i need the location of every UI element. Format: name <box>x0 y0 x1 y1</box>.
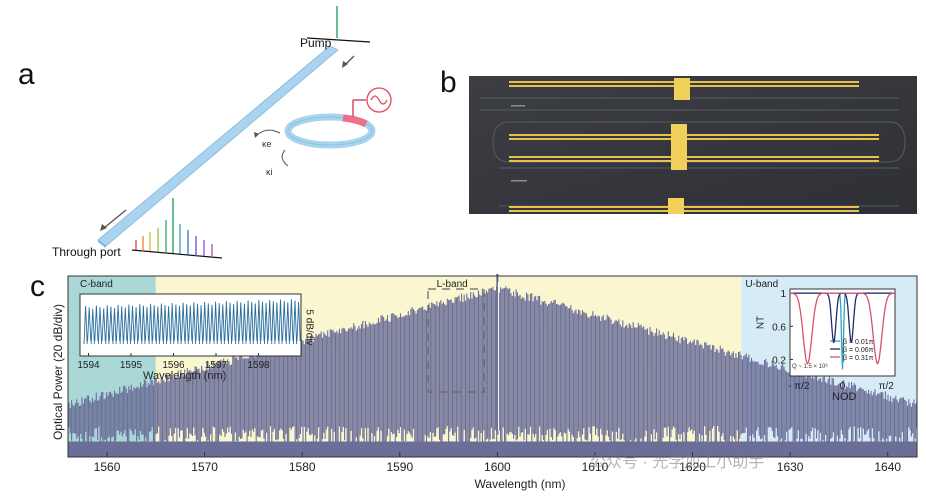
inset2-x-tick-label-0: - π/2 <box>788 381 810 392</box>
inset1-frame <box>79 293 302 357</box>
nt-axis-label: NT <box>755 315 767 330</box>
through-port-label: Through port <box>52 245 121 259</box>
inset2-legend-label-1: β = 0.06π <box>843 347 874 354</box>
inset2-legend-label-2: β = 0.31π <box>843 355 874 362</box>
inset2-legend-label-0: β = 0.01π <box>843 339 874 346</box>
zoom-box <box>427 288 485 393</box>
ki-arrow <box>281 149 289 167</box>
main-x-tick-label-3: 1590 <box>386 460 413 474</box>
panel-c-letter: c <box>30 270 45 303</box>
inset2-x-tick-label-1: 0 <box>840 381 846 392</box>
output-arrow <box>103 209 127 229</box>
inset-x-axis-label: Wavelength (nm) <box>143 370 227 382</box>
panel-b-micrograph <box>469 76 917 214</box>
kappa-e-label: κe <box>262 139 272 149</box>
main-x-tick-label-0: 1560 <box>94 460 121 474</box>
main-x-tick-label-5: 1610 <box>582 460 609 474</box>
main-x-axis-label: Wavelength (nm) <box>474 477 566 491</box>
comb-baseline <box>131 249 223 259</box>
band-label-0: C-band <box>80 279 113 290</box>
main-x-tick-label-4: 1600 <box>484 460 511 474</box>
output-comb-lines <box>135 198 213 257</box>
inset2-x-tick-label-2: π/2 <box>879 381 895 392</box>
panel-a-letter: a <box>18 58 35 91</box>
inset-y-axis-label: 5 dB/div <box>303 309 315 346</box>
band-label-1: L-band <box>437 279 468 290</box>
pump-label: Pump <box>300 36 332 50</box>
nod-axis-label: NOD <box>832 391 857 403</box>
main-x-tick-label-1: 1570 <box>191 460 218 474</box>
comb-spectrum-lines <box>68 286 918 450</box>
heater-electrode <box>342 114 368 128</box>
inset1-x-tick-label-2: 1596 <box>162 360 185 371</box>
main-x-tick-label-7: 1630 <box>777 460 804 474</box>
inset2-y-tick-label-2: 1 <box>780 289 786 300</box>
inset2-y-tick-label-0: 0.2 <box>772 355 786 366</box>
electrode-pads <box>668 78 690 214</box>
inset1-x-tick-label-1: 1595 <box>120 360 143 371</box>
band-label-2: U-band <box>745 279 778 290</box>
pump-baseline <box>306 37 371 43</box>
main-x-tick-label-2: 1580 <box>289 460 316 474</box>
inset1-x-tick-label-3: 1597 <box>205 360 228 371</box>
comb-floor <box>68 441 917 457</box>
inset1-x-tick-label-4: 1598 <box>247 360 270 371</box>
inset2-curve-2 <box>790 292 895 365</box>
main-axes-frame <box>67 275 918 458</box>
main-x-tick-label-8: 1640 <box>874 460 901 474</box>
inset1-x-tick-label-0: 1594 <box>77 360 100 371</box>
main-x-tick-label-6: 1620 <box>679 460 706 474</box>
q-factor-annotation: Q ~ 1.5 × 10⁶ <box>792 364 828 370</box>
panel-a-schematic <box>97 6 392 259</box>
kappa-i-label: κi <box>266 167 273 177</box>
watermark-text: 公众号 · 光学加工小助手 <box>590 454 765 471</box>
inset2-y-tick-label-1: 0.6 <box>772 322 786 333</box>
inset1-comb-trace <box>83 299 301 345</box>
panel-b-letter: b <box>440 66 457 99</box>
